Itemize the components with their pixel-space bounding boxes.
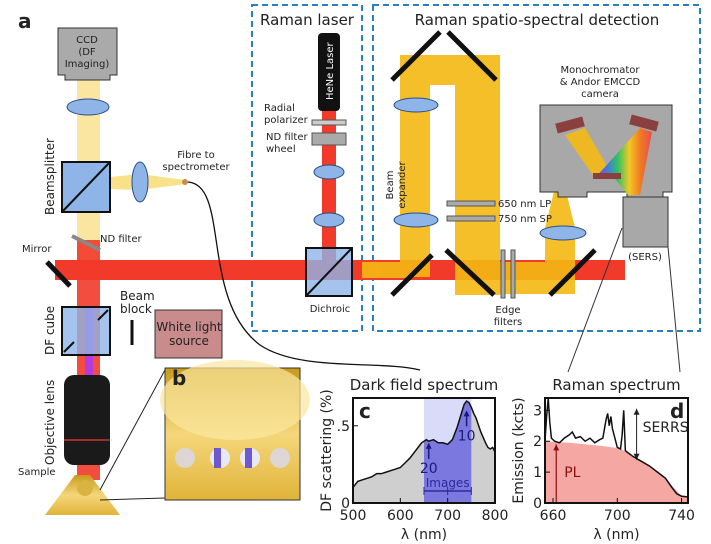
beamsplitter-label: Beamsplitter xyxy=(43,138,57,215)
edge-filters-label: Edge filters xyxy=(494,305,522,328)
y-axis-label: DF scattering (%) xyxy=(319,389,335,512)
y-tick-label: 0 xyxy=(341,496,350,512)
x-tick-label: 700 xyxy=(434,508,461,524)
x-tick-label: 600 xyxy=(387,508,414,524)
images-label: Images xyxy=(426,476,470,490)
y-axis-label: Emission (kcts) xyxy=(511,397,527,503)
panel-label-c: c xyxy=(359,399,371,423)
spectrum-line xyxy=(544,397,689,498)
x-axis-label: λ (nm) xyxy=(593,527,639,543)
beam-expander-label: Beamexpander xyxy=(385,160,408,208)
x-tick-label: 800 xyxy=(482,508,509,524)
hene-laser xyxy=(318,33,340,111)
sample-label: Sample xyxy=(18,467,56,478)
sp-filter xyxy=(446,215,496,222)
dispersed-spectrum xyxy=(595,128,652,195)
chart-title: Raman spectrum xyxy=(552,376,680,394)
arrow-head xyxy=(633,408,640,415)
objective-label: Objective lens xyxy=(43,380,57,465)
raman-laser-title: Raman laser xyxy=(260,11,355,29)
nd-filter-wheel xyxy=(311,132,347,146)
annotation-label: 10 xyxy=(458,428,476,444)
raman-laser-box xyxy=(251,4,363,332)
nd-filter xyxy=(71,234,101,252)
nd-filter-wheel-label: ND filter wheel xyxy=(266,132,309,155)
panel-label-d: d xyxy=(670,399,684,423)
lp-filter xyxy=(446,200,496,207)
annotation-label: 20 xyxy=(420,461,438,477)
panel-label-a: a xyxy=(18,9,32,33)
nd-filter-label: ND filter xyxy=(100,234,143,245)
mirror-label: Mirror xyxy=(22,244,52,255)
raman-detection-title: Raman spatio-spectral detection xyxy=(415,11,660,29)
x-axis-label: λ (nm) xyxy=(401,527,447,543)
hene-label: HeNe Laser xyxy=(325,41,336,100)
objective-lens xyxy=(64,375,110,465)
dichroic-label: Dichroic xyxy=(310,304,351,315)
radial-polarizer xyxy=(311,119,347,126)
fibre-end xyxy=(182,179,188,185)
sers-label: (SERS) xyxy=(628,252,662,263)
sp-label: 750 nm SP xyxy=(498,214,552,225)
radial-polarizer-label: Radial polarizer xyxy=(264,103,309,126)
x-tick-label: 500 xyxy=(340,508,367,524)
laser-beam xyxy=(322,110,336,270)
beam-block-label: Beam block xyxy=(120,289,155,316)
edge-filter-1 xyxy=(500,249,506,299)
y-tick-label: .5 xyxy=(337,419,350,435)
x-tick-label: 740 xyxy=(668,508,695,524)
fibre-label: Fibre to spectrometer xyxy=(162,150,230,173)
y-tick-label: 2 xyxy=(533,434,542,450)
y-tick-label: 1 xyxy=(533,465,542,481)
ccd-label: CCD (DF Imaging) xyxy=(65,35,110,70)
spectrum-line xyxy=(352,400,496,489)
lenses xyxy=(66,97,587,241)
y-tick-label: 0 xyxy=(533,496,542,512)
x-tick-label: 660 xyxy=(540,508,567,524)
white-light-label: White light source xyxy=(156,320,222,348)
arrow-head xyxy=(463,410,470,417)
highlight-fill xyxy=(424,401,472,503)
chart-d: PL SERRS 660 700 740 0 1 2 3 λ (nm) Emission (kcts… xyxy=(511,376,695,543)
serrs-label: SERRS xyxy=(643,420,689,436)
chart-title: Dark field spectrum xyxy=(350,376,498,394)
arrow-head xyxy=(553,444,560,451)
x-tick-label: 700 xyxy=(604,508,631,524)
detection-mirrors xyxy=(390,30,597,297)
pl-fill xyxy=(545,441,688,503)
fibre-cable xyxy=(187,181,421,371)
monochromator xyxy=(539,104,673,198)
plot-frame xyxy=(544,397,689,504)
white-light-source xyxy=(154,309,223,359)
df-cube-label: DF cube xyxy=(43,306,57,355)
edge-filter-2 xyxy=(510,249,516,299)
nanoparticles xyxy=(175,448,290,468)
raman-detection-box xyxy=(372,4,701,332)
ccd-camera xyxy=(57,27,118,81)
mirror xyxy=(45,260,72,288)
lp-label: 650 nm LP xyxy=(498,199,551,210)
emccd-detector xyxy=(622,196,669,248)
arrow-head xyxy=(633,453,640,460)
monochromator-label: Monochromator & Andor EMCCD camera xyxy=(560,65,641,100)
arrow-head xyxy=(425,442,432,449)
pl-label: PL xyxy=(564,465,580,481)
panel-label-b: b xyxy=(172,366,186,390)
plot-frame xyxy=(352,397,496,504)
y-tick-label: 3 xyxy=(533,403,542,419)
